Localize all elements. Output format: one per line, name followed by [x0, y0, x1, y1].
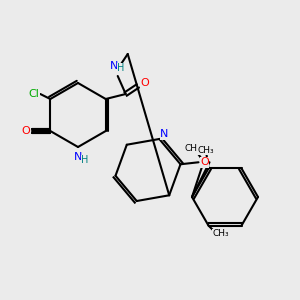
Text: CH₃: CH₃	[197, 146, 214, 155]
Text: N: N	[160, 129, 169, 139]
Text: O: O	[21, 126, 30, 136]
Text: CH₃: CH₃	[184, 144, 201, 153]
Text: O: O	[200, 157, 209, 167]
Text: Cl: Cl	[29, 89, 40, 99]
Text: N: N	[110, 61, 118, 71]
Text: O: O	[140, 78, 149, 88]
Text: CH₃: CH₃	[212, 229, 229, 238]
Text: N: N	[74, 152, 82, 162]
Text: H: H	[117, 63, 124, 73]
Text: H: H	[81, 155, 89, 165]
